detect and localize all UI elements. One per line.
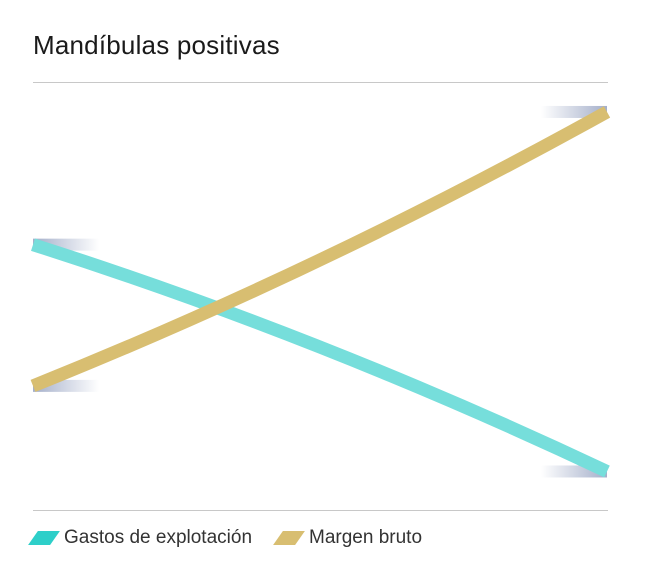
chart-title: Mandíbulas positivas	[33, 30, 280, 60]
series-line-gastos	[31, 238, 610, 478]
legend-item-gastos: Gastos de explotación	[28, 527, 253, 549]
legend-label-gastos: Gastos de explotación	[64, 527, 253, 548]
legend-swatch-margen	[273, 531, 305, 545]
legend-swatch-gastos	[28, 531, 60, 545]
legend-label-margen: Margen bruto	[309, 527, 423, 548]
bottom-divider	[33, 510, 608, 511]
top-divider	[33, 82, 608, 83]
legend-item-margen: Margen bruto	[273, 527, 423, 549]
series-line-margen	[30, 106, 611, 392]
chart-legend: Gastos de explotación Margen bruto	[28, 527, 448, 549]
